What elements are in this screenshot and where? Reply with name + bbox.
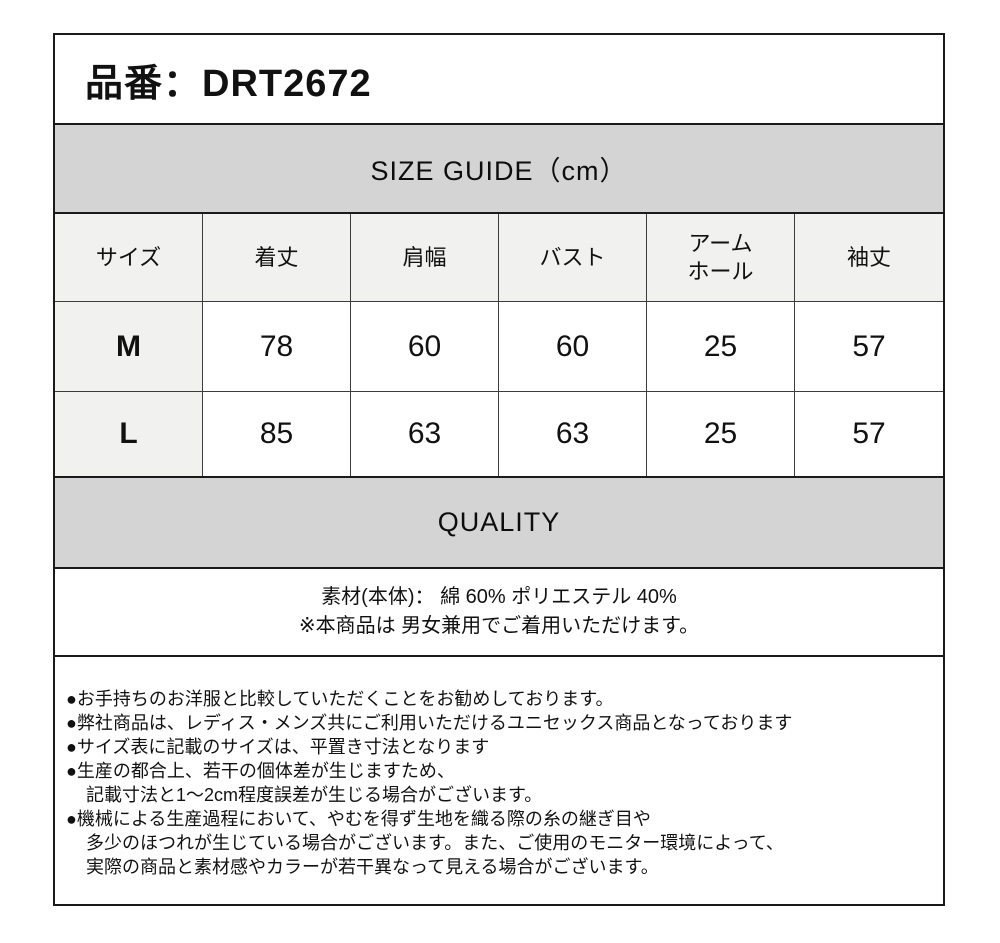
quality-title: QUALITY [437, 507, 561, 537]
size-label-cell: L [55, 392, 203, 476]
size-guide-header-bar: SIZE GUIDE（cm） [55, 125, 943, 214]
product-number-row: 品番：DRT2672 [55, 35, 943, 125]
table-row-size-l: L 85 63 63 25 57 [55, 392, 943, 478]
measurement-cell: 85 [203, 392, 351, 476]
note-line: ●機械による生産過程において、やむを得ず生地を織る際の糸の継ぎ目や [66, 809, 651, 829]
note-line-continuation: 記載寸法と1～2cm程度誤差が生じる場合がございます。 [86, 785, 543, 805]
measurement-cell: 63 [351, 392, 499, 476]
column-header-armhole: アーム ホール [647, 214, 795, 301]
measurement-cell: 78 [203, 302, 351, 391]
product-number-text: 品番：DRT2672 [85, 62, 372, 105]
measurement-cell: 57 [795, 392, 943, 476]
measurement-cell: 57 [795, 302, 943, 391]
note-line: ●お手持ちのお洋服と比較していただくことをお勧めしております。 [66, 689, 614, 709]
notes-section: ●お手持ちのお洋服と比較していただくことをお勧めしております。 ●弊社商品は、レ… [55, 657, 943, 904]
measurement-cell: 25 [647, 302, 795, 391]
quality-header-bar: QUALITY [55, 478, 943, 569]
column-header-size: サイズ [55, 214, 203, 301]
unisex-note-text: ※本商品は 男女兼用でご着用いただけます。 [298, 615, 700, 637]
column-header-length: 着丈 [203, 214, 351, 301]
measurement-cell: 60 [351, 302, 499, 391]
material-text: 素材(本体)： 綿 60% ポリエステル 40% [321, 586, 677, 608]
size-label-cell: M [55, 302, 203, 391]
measurement-cell: 60 [499, 302, 647, 391]
size-guide-title: SIZE GUIDE（cm） [370, 156, 628, 186]
table-row-size-m: M 78 60 60 25 57 [55, 302, 943, 392]
note-line-continuation: 実際の商品と素材感やカラーが若干異なって見える場合がございます。 [86, 857, 659, 877]
note-line-continuation: 多少のほつれが生じている場合がございます。また、ご使用のモニター環境によって、 [86, 833, 784, 853]
column-header-sleeve: 袖丈 [795, 214, 943, 301]
note-line: ●弊社商品は、レディス・メンズ共にご利用いただけるユニセックス商品となっておりま… [66, 713, 793, 733]
size-table-header-row: サイズ 着丈 肩幅 バスト アーム ホール 袖丈 [55, 214, 943, 302]
column-header-shoulder: 肩幅 [351, 214, 499, 301]
size-chart-panel: 品番：DRT2672 SIZE GUIDE（cm） サイズ 着丈 肩幅 バスト … [53, 33, 945, 906]
column-header-bust: バスト [499, 214, 647, 301]
quality-content: 素材(本体)： 綿 60% ポリエステル 40% ※本商品は 男女兼用でご着用い… [55, 569, 943, 657]
note-line: ●サイズ表に記載のサイズは、平置き寸法となります [66, 737, 490, 757]
measurement-cell: 63 [499, 392, 647, 476]
note-line: ●生産の都合上、若干の個体差が生じますため、 [66, 761, 455, 781]
measurement-cell: 25 [647, 392, 795, 476]
